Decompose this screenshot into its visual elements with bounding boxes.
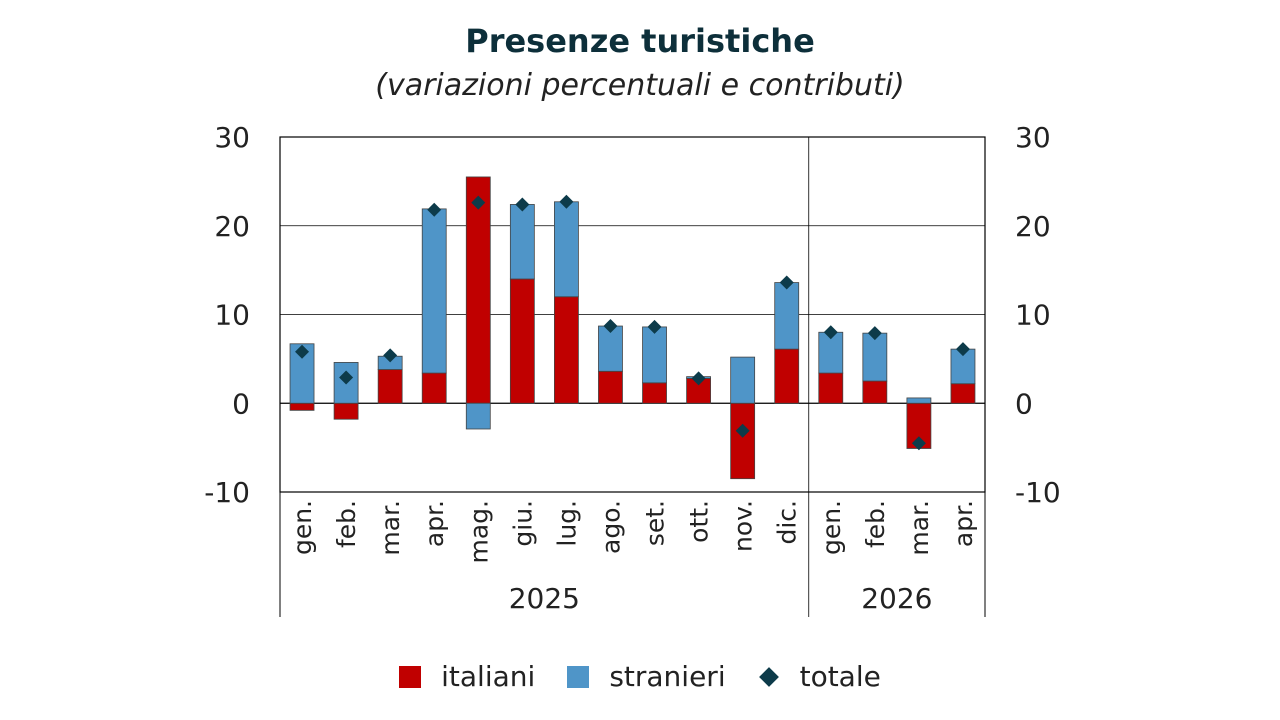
x-tick-label: gen. <box>817 500 846 555</box>
chart-canvas: -10 -10 0 0 10 10 20 20 30 30 gen. feb. mar. apr. mag.… <box>204 121 1061 617</box>
bar-stranieri <box>862 332 888 382</box>
marker-totale <box>691 371 706 386</box>
marker-totale <box>823 325 838 340</box>
x-tick-label: dic. <box>773 500 802 545</box>
x-tick-label: feb. <box>332 500 361 548</box>
y-tick-label-right: 30 <box>1015 121 1051 154</box>
legend-item-stranieri: stranieri <box>567 660 726 693</box>
y-tick-label-left: 10 <box>214 299 250 332</box>
bar-italiani <box>509 278 535 404</box>
marker-totale <box>427 202 442 217</box>
bar-stranieri <box>642 326 667 384</box>
x-tick-label: feb. <box>861 500 890 548</box>
bar-italiani <box>774 348 800 404</box>
bar-italiani <box>465 176 491 404</box>
marker-totale <box>603 319 618 334</box>
x-tick-label: lug. <box>552 500 581 547</box>
marker-totale <box>911 436 926 451</box>
legend-item-italiani: italiani <box>399 660 535 693</box>
bar-stranieri <box>730 356 756 404</box>
year-label: 2025 <box>509 582 580 615</box>
marker-totale <box>735 423 750 438</box>
bar-italiani <box>598 370 623 404</box>
legend-marker-totale <box>758 666 779 687</box>
marker-totale <box>295 344 310 359</box>
bar-stranieri <box>774 282 800 350</box>
marker-totale <box>383 348 398 363</box>
x-tick-label: ago. <box>596 500 625 554</box>
bar-stranieri <box>509 204 535 280</box>
bar-italiani <box>862 380 888 404</box>
marker-totale <box>339 370 354 385</box>
chart-title: Presenze turistiche <box>465 22 815 60</box>
marker-totale <box>647 319 662 334</box>
bar-italiani <box>333 402 359 420</box>
marker-totale <box>867 326 882 341</box>
x-tick-label: nov. <box>729 500 758 552</box>
y-tick-label-right: 10 <box>1015 299 1051 332</box>
legend-swatch-italiani <box>399 665 422 688</box>
y-tick-label-left: 0 <box>232 387 250 420</box>
y-tick-label-left: -10 <box>204 476 250 509</box>
marker-totale <box>779 275 794 290</box>
bar-stranieri <box>333 362 359 404</box>
plot-frame <box>279 136 986 493</box>
bar-italiani <box>818 372 844 404</box>
legend-label-italiani: italiani <box>441 660 536 693</box>
year-label: 2026 <box>861 582 932 615</box>
legend-item-totale: totale <box>758 660 881 693</box>
bar-italiani <box>377 369 403 404</box>
legend-label-stranieri: stranieri <box>609 660 726 693</box>
legend-label-totale: totale <box>799 660 881 693</box>
y-tick-label-right: 0 <box>1015 387 1033 420</box>
marker-totale <box>955 342 970 357</box>
bar-italiani <box>554 296 579 404</box>
marker-totale <box>515 197 530 212</box>
x-tick-label: gen. <box>288 500 317 555</box>
legend-swatch-stranieri <box>567 665 590 688</box>
y-tick-label-right: -10 <box>1015 476 1061 509</box>
y-tick-label-left: 30 <box>214 121 250 154</box>
x-tick-label: ott. <box>685 500 714 543</box>
bar-stranieri <box>421 208 447 374</box>
y-tick-label-left: 20 <box>214 210 250 243</box>
x-tick-label: apr. <box>949 500 978 547</box>
marker-totale <box>559 194 574 209</box>
x-tick-label: mar. <box>905 500 934 556</box>
bar-italiani <box>421 372 447 404</box>
x-tick-label: mag. <box>464 500 493 564</box>
bar-stranieri <box>554 201 579 298</box>
chart-subtitle: (variazioni percentuali e contributi) <box>375 68 905 103</box>
bar-stranieri <box>906 397 932 404</box>
marker-totale <box>471 195 486 210</box>
bar-italiani <box>730 402 756 480</box>
bar-italiani <box>950 383 976 404</box>
y-tick-label-right: 20 <box>1015 210 1051 243</box>
bar-italiani <box>289 402 315 411</box>
x-tick-label: set. <box>641 500 670 546</box>
x-tick-label: mar. <box>376 500 405 556</box>
legend: italiani stranieri totale <box>0 660 1280 693</box>
bar-stranieri <box>465 402 491 430</box>
x-tick-label: apr. <box>420 500 449 547</box>
x-tick-label: giu. <box>508 500 537 547</box>
bar-italiani <box>642 382 667 404</box>
